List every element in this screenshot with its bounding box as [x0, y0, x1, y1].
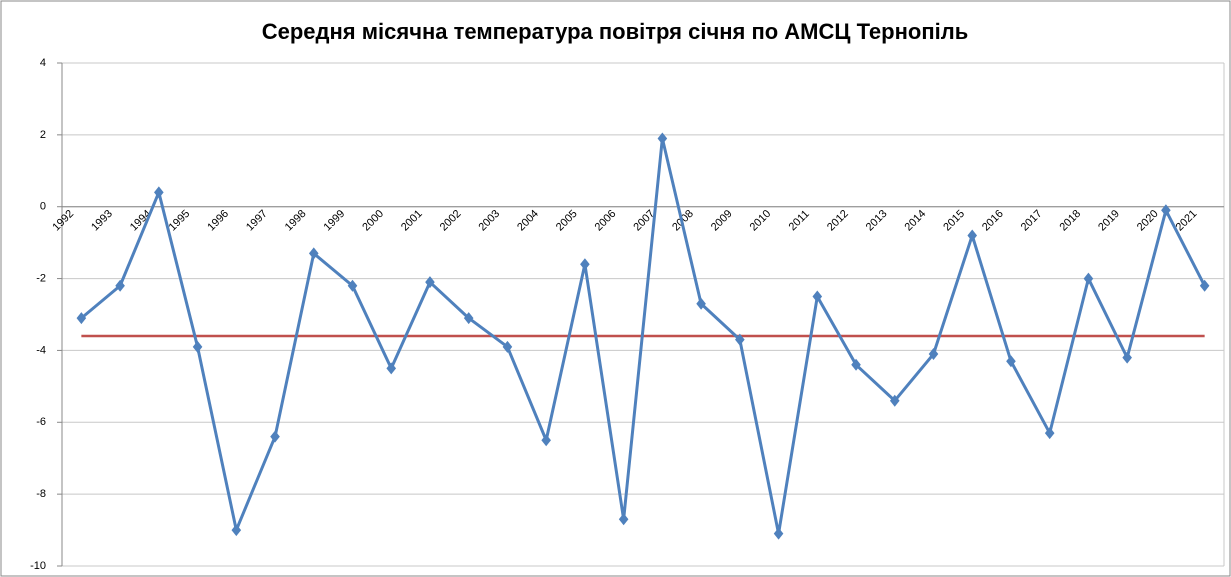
y-tick-label: -4 [36, 344, 46, 356]
data-point [773, 527, 784, 540]
data-point [115, 279, 125, 292]
data-point [1161, 204, 1171, 217]
data-point [851, 358, 861, 371]
data-point [463, 312, 474, 325]
y-tick-label: -10 [30, 560, 46, 572]
chart-title: Середня місячна температура повітря січн… [262, 19, 968, 44]
data-point [270, 430, 280, 443]
data-point [192, 340, 203, 353]
data-point [967, 229, 978, 242]
data-point [1083, 272, 1094, 285]
data-point [1044, 427, 1055, 440]
data-point [618, 513, 629, 526]
data-point [1006, 355, 1016, 368]
data-point [347, 279, 358, 292]
data-point [696, 297, 706, 310]
y-tick-label: -2 [36, 272, 46, 284]
data-point [154, 186, 164, 199]
data-point [76, 312, 87, 325]
y-tick-label: -8 [36, 488, 46, 500]
data-point [308, 247, 319, 260]
data-point [502, 340, 513, 353]
series-line [80, 136, 1206, 536]
data-point [231, 524, 242, 537]
data-point [386, 362, 397, 375]
data-point [928, 348, 939, 361]
data-point [812, 290, 823, 303]
data-point [541, 434, 551, 447]
y-tick-label: 2 [40, 129, 46, 141]
y-tick-label: -6 [36, 416, 46, 428]
y-tick-label: 0 [40, 201, 46, 213]
y-tick-label: 4 [40, 57, 46, 69]
data-point [735, 333, 745, 346]
data-point [889, 394, 900, 407]
data-point [657, 132, 668, 145]
data-point [425, 276, 435, 289]
data-point [580, 258, 590, 271]
data-point [1199, 279, 1210, 292]
data-point [1122, 351, 1132, 364]
